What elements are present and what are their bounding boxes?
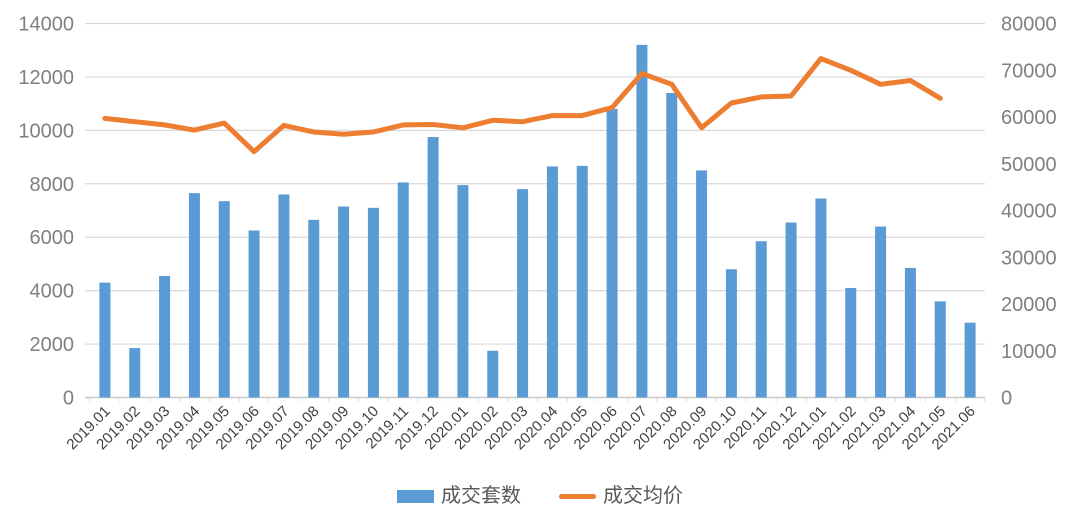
bar-2020.08 <box>666 92 678 398</box>
bar-2019.04 <box>188 193 200 398</box>
bar-2021.04 <box>904 267 916 398</box>
bar-2020.03 <box>517 189 529 398</box>
bar-2020.05 <box>576 165 588 398</box>
legend-item-line-series: 成交均价 <box>559 486 683 506</box>
y-axis-left-tick-label: 12000 <box>18 67 74 89</box>
bar-2019.02 <box>129 348 141 398</box>
bar-2020.09 <box>696 170 708 398</box>
y-axis-left-tick-label: 2000 <box>30 334 75 356</box>
y-axis-right-tick-label: 70000 <box>1001 60 1057 82</box>
y-axis-right-tick-label: 60000 <box>1001 107 1057 129</box>
bar-2021.02 <box>845 287 857 398</box>
y-axis-right-tick-label: 10000 <box>1001 341 1057 363</box>
bar-2020.12 <box>785 222 797 398</box>
legend: 成交套数 成交均价 <box>397 486 683 506</box>
bar-2019.10 <box>367 207 379 398</box>
bar-series-label: 成交套数 <box>441 485 521 507</box>
bar-2019.09 <box>338 206 350 398</box>
bar-2019.06 <box>248 230 260 398</box>
bar-2020.02 <box>487 350 499 398</box>
line-series-swatch <box>559 493 596 499</box>
y-axis-left-tick-label: 6000 <box>30 227 75 249</box>
y-axis-right-tick-label: 50000 <box>1001 154 1057 176</box>
bar-2020.01 <box>457 185 469 398</box>
y-axis-left-tick-label: 10000 <box>18 120 74 142</box>
bar-2019.03 <box>159 275 171 398</box>
bar-2019.12 <box>427 137 439 398</box>
y-axis-right-tick-label: 0 <box>1001 388 1012 410</box>
bar-2020.07 <box>636 44 648 398</box>
bar-2019.08 <box>308 219 320 398</box>
bar-2020.04 <box>546 166 558 398</box>
y-axis-right-tick-label: 30000 <box>1001 247 1057 269</box>
bar-2019.01 <box>99 282 111 398</box>
y-axis-left-tick-label: 8000 <box>30 174 75 196</box>
y-axis-right-tick-label: 80000 <box>1001 14 1057 36</box>
bar-2020.06 <box>606 108 618 398</box>
y-axis-left-tick-label: 4000 <box>30 281 75 303</box>
bar-2021.05 <box>934 301 946 398</box>
y-axis-left-tick-label: 14000 <box>18 14 74 36</box>
bar-2019.11 <box>397 182 409 398</box>
bar-2019.07 <box>278 194 290 398</box>
y-axis-right-tick-label: 40000 <box>1001 201 1057 223</box>
y-axis-right-tick-label: 20000 <box>1001 294 1057 316</box>
bar-2021.01 <box>815 198 827 398</box>
line-series-label: 成交均价 <box>603 485 683 507</box>
bar-2020.11 <box>755 241 767 398</box>
bar-2021.06 <box>964 322 976 398</box>
bar-2020.10 <box>725 269 737 398</box>
bar-2019.05 <box>218 201 230 398</box>
y-axis-left-tick-label: 0 <box>63 388 74 410</box>
legend-item-bar-series: 成交套数 <box>397 486 521 506</box>
price-line <box>102 56 943 155</box>
bar-series-swatch <box>397 489 434 503</box>
bar-2021.03 <box>875 226 887 398</box>
